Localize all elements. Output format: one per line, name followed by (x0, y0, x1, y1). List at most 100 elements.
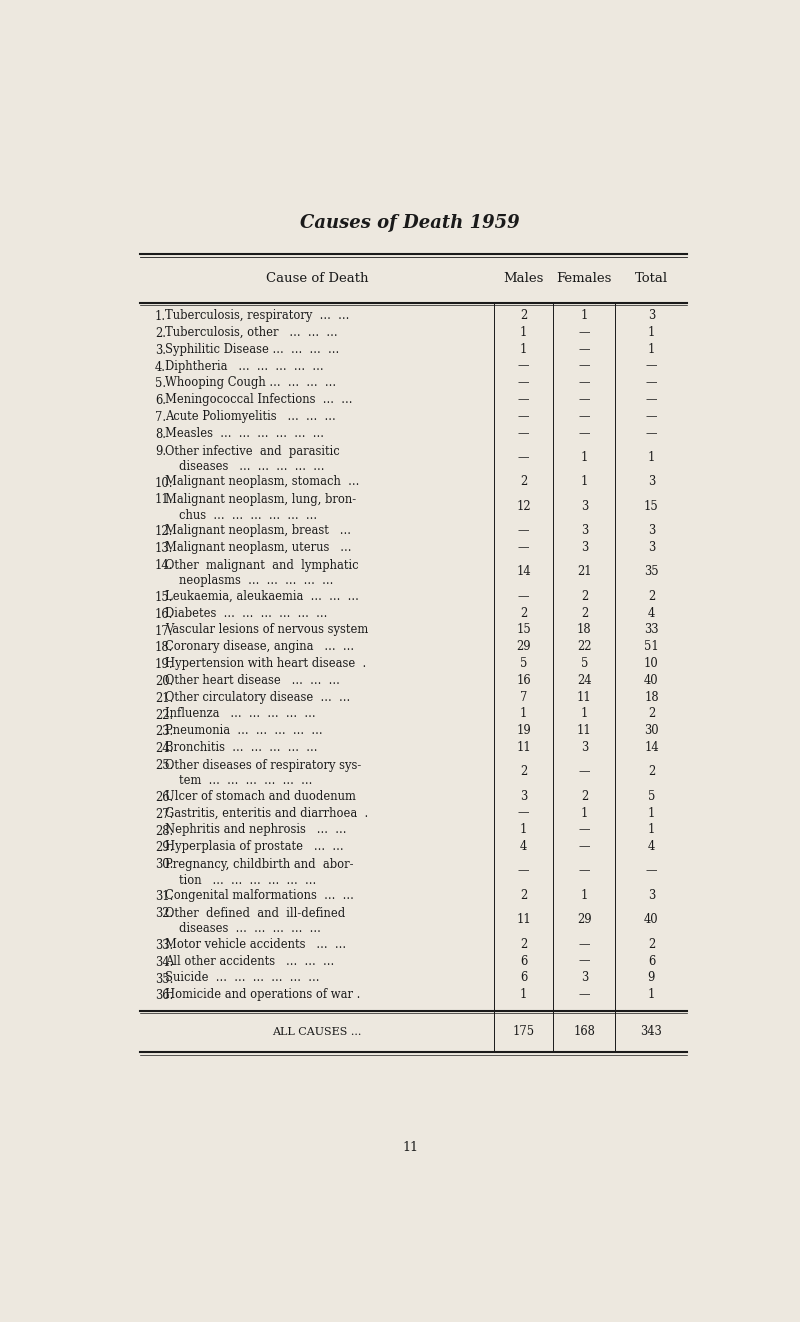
Text: —: — (646, 360, 657, 373)
Text: 1: 1 (581, 806, 588, 820)
Text: —: — (518, 806, 530, 820)
Text: chus  ...  ...  ...  ...  ...  ...: chus ... ... ... ... ... ... (179, 509, 317, 522)
Text: 5.: 5. (155, 378, 166, 390)
Text: 3: 3 (648, 888, 655, 902)
Text: 2: 2 (520, 476, 527, 488)
Text: Other  malignant  and  lymphatic: Other malignant and lymphatic (165, 559, 358, 572)
Text: 343: 343 (641, 1025, 662, 1038)
Text: —: — (518, 451, 530, 464)
Text: Ulcer of stomach and duodenum: Ulcer of stomach and duodenum (165, 789, 356, 802)
Text: 11: 11 (516, 914, 531, 927)
Text: 8.: 8. (155, 428, 166, 440)
Text: —: — (578, 360, 590, 373)
Text: Hyperplasia of prostate   ...  ...: Hyperplasia of prostate ... ... (165, 841, 344, 853)
Text: 10.: 10. (155, 477, 174, 489)
Text: —: — (578, 377, 590, 389)
Text: 7.: 7. (155, 411, 166, 424)
Text: Tuberculosis, respiratory  ...  ...: Tuberculosis, respiratory ... ... (165, 309, 350, 323)
Text: 1: 1 (648, 327, 655, 338)
Text: 1: 1 (520, 824, 527, 837)
Text: 1: 1 (581, 888, 588, 902)
Text: 1: 1 (520, 342, 527, 356)
Text: Bronchitis  ...  ...  ...  ...  ...: Bronchitis ... ... ... ... ... (165, 740, 318, 754)
Text: 14: 14 (516, 566, 531, 579)
Text: 36.: 36. (155, 989, 174, 1002)
Text: 3: 3 (581, 525, 588, 537)
Text: 1: 1 (581, 476, 588, 488)
Text: 6: 6 (648, 954, 655, 968)
Text: 2: 2 (581, 607, 588, 620)
Text: Acute Poliomyelitis   ...  ...  ...: Acute Poliomyelitis ... ... ... (165, 410, 336, 423)
Text: —: — (646, 865, 657, 878)
Text: neoplasms  ...  ...  ...  ...  ...: neoplasms ... ... ... ... ... (179, 575, 334, 587)
Text: 10: 10 (644, 657, 658, 670)
Text: Hypertension with heart disease  .: Hypertension with heart disease . (165, 657, 366, 670)
Text: 13.: 13. (155, 542, 174, 555)
Text: Measles  ...  ...  ...  ...  ...  ...: Measles ... ... ... ... ... ... (165, 427, 324, 440)
Text: Syphilitic Disease ...  ...  ...  ...: Syphilitic Disease ... ... ... ... (165, 342, 339, 356)
Text: 4: 4 (648, 841, 655, 853)
Text: Influenza   ...  ...  ...  ...  ...: Influenza ... ... ... ... ... (165, 707, 316, 720)
Text: 2: 2 (648, 765, 655, 779)
Text: Gastritis, enteritis and diarrhoea  .: Gastritis, enteritis and diarrhoea . (165, 806, 368, 820)
Text: Other infective  and  parasitic: Other infective and parasitic (165, 444, 340, 457)
Text: 1: 1 (520, 707, 527, 720)
Text: Meningococcal Infections  ...  ...: Meningococcal Infections ... ... (165, 393, 353, 406)
Text: 19: 19 (516, 724, 531, 738)
Text: Females: Females (557, 272, 612, 284)
Text: —: — (518, 541, 530, 554)
Text: 175: 175 (513, 1025, 534, 1038)
Text: 3: 3 (581, 500, 588, 513)
Text: 11: 11 (402, 1141, 418, 1154)
Text: 33.: 33. (155, 939, 174, 952)
Text: Malignant neoplasm, stomach  ...: Malignant neoplasm, stomach ... (165, 476, 359, 488)
Text: 15: 15 (644, 500, 658, 513)
Text: 1: 1 (648, 806, 655, 820)
Text: Motor vehicle accidents   ...  ...: Motor vehicle accidents ... ... (165, 937, 346, 951)
Text: 23.: 23. (155, 726, 174, 739)
Text: —: — (578, 765, 590, 779)
Text: 3: 3 (648, 309, 655, 323)
Text: 6: 6 (520, 972, 527, 985)
Text: 18.: 18. (155, 641, 174, 654)
Text: 31.: 31. (155, 890, 174, 903)
Text: 11: 11 (577, 690, 592, 703)
Text: 18: 18 (644, 690, 658, 703)
Text: Whooping Cough ...  ...  ...  ...: Whooping Cough ... ... ... ... (165, 377, 336, 389)
Text: 29: 29 (516, 640, 531, 653)
Text: Other circulatory disease  ...  ...: Other circulatory disease ... ... (165, 690, 350, 703)
Text: 30: 30 (644, 724, 658, 738)
Text: Malignant neoplasm, breast   ...: Malignant neoplasm, breast ... (165, 525, 351, 537)
Text: —: — (578, 427, 590, 440)
Text: —: — (578, 327, 590, 338)
Text: 24: 24 (577, 674, 592, 687)
Text: Vascular lesions of nervous system: Vascular lesions of nervous system (165, 624, 368, 636)
Text: 29: 29 (577, 914, 592, 927)
Text: 9.: 9. (155, 444, 166, 457)
Text: 1.: 1. (155, 311, 166, 324)
Text: Cause of Death: Cause of Death (266, 272, 368, 284)
Text: —: — (518, 360, 530, 373)
Text: 51: 51 (644, 640, 658, 653)
Text: 3.: 3. (155, 344, 166, 357)
Text: 1: 1 (648, 988, 655, 1001)
Text: Nephritis and nephrosis   ...  ...: Nephritis and nephrosis ... ... (165, 824, 346, 837)
Text: 3: 3 (581, 740, 588, 754)
Text: 7: 7 (520, 690, 527, 703)
Text: —: — (518, 410, 530, 423)
Text: Other heart disease   ...  ...  ...: Other heart disease ... ... ... (165, 674, 340, 687)
Text: ALL CAUSES ...: ALL CAUSES ... (272, 1026, 362, 1036)
Text: —: — (518, 393, 530, 406)
Text: 34.: 34. (155, 956, 174, 969)
Text: 24.: 24. (155, 742, 174, 755)
Text: —: — (518, 427, 530, 440)
Text: 4.: 4. (155, 361, 166, 374)
Text: 2: 2 (581, 590, 588, 603)
Text: 40: 40 (644, 674, 658, 687)
Text: —: — (578, 410, 590, 423)
Text: Coronary disease, angina   ...  ...: Coronary disease, angina ... ... (165, 640, 354, 653)
Text: —: — (646, 393, 657, 406)
Text: 6.: 6. (155, 394, 166, 407)
Text: diseases   ...  ...  ...  ...  ...: diseases ... ... ... ... ... (179, 460, 325, 473)
Text: 2: 2 (520, 607, 527, 620)
